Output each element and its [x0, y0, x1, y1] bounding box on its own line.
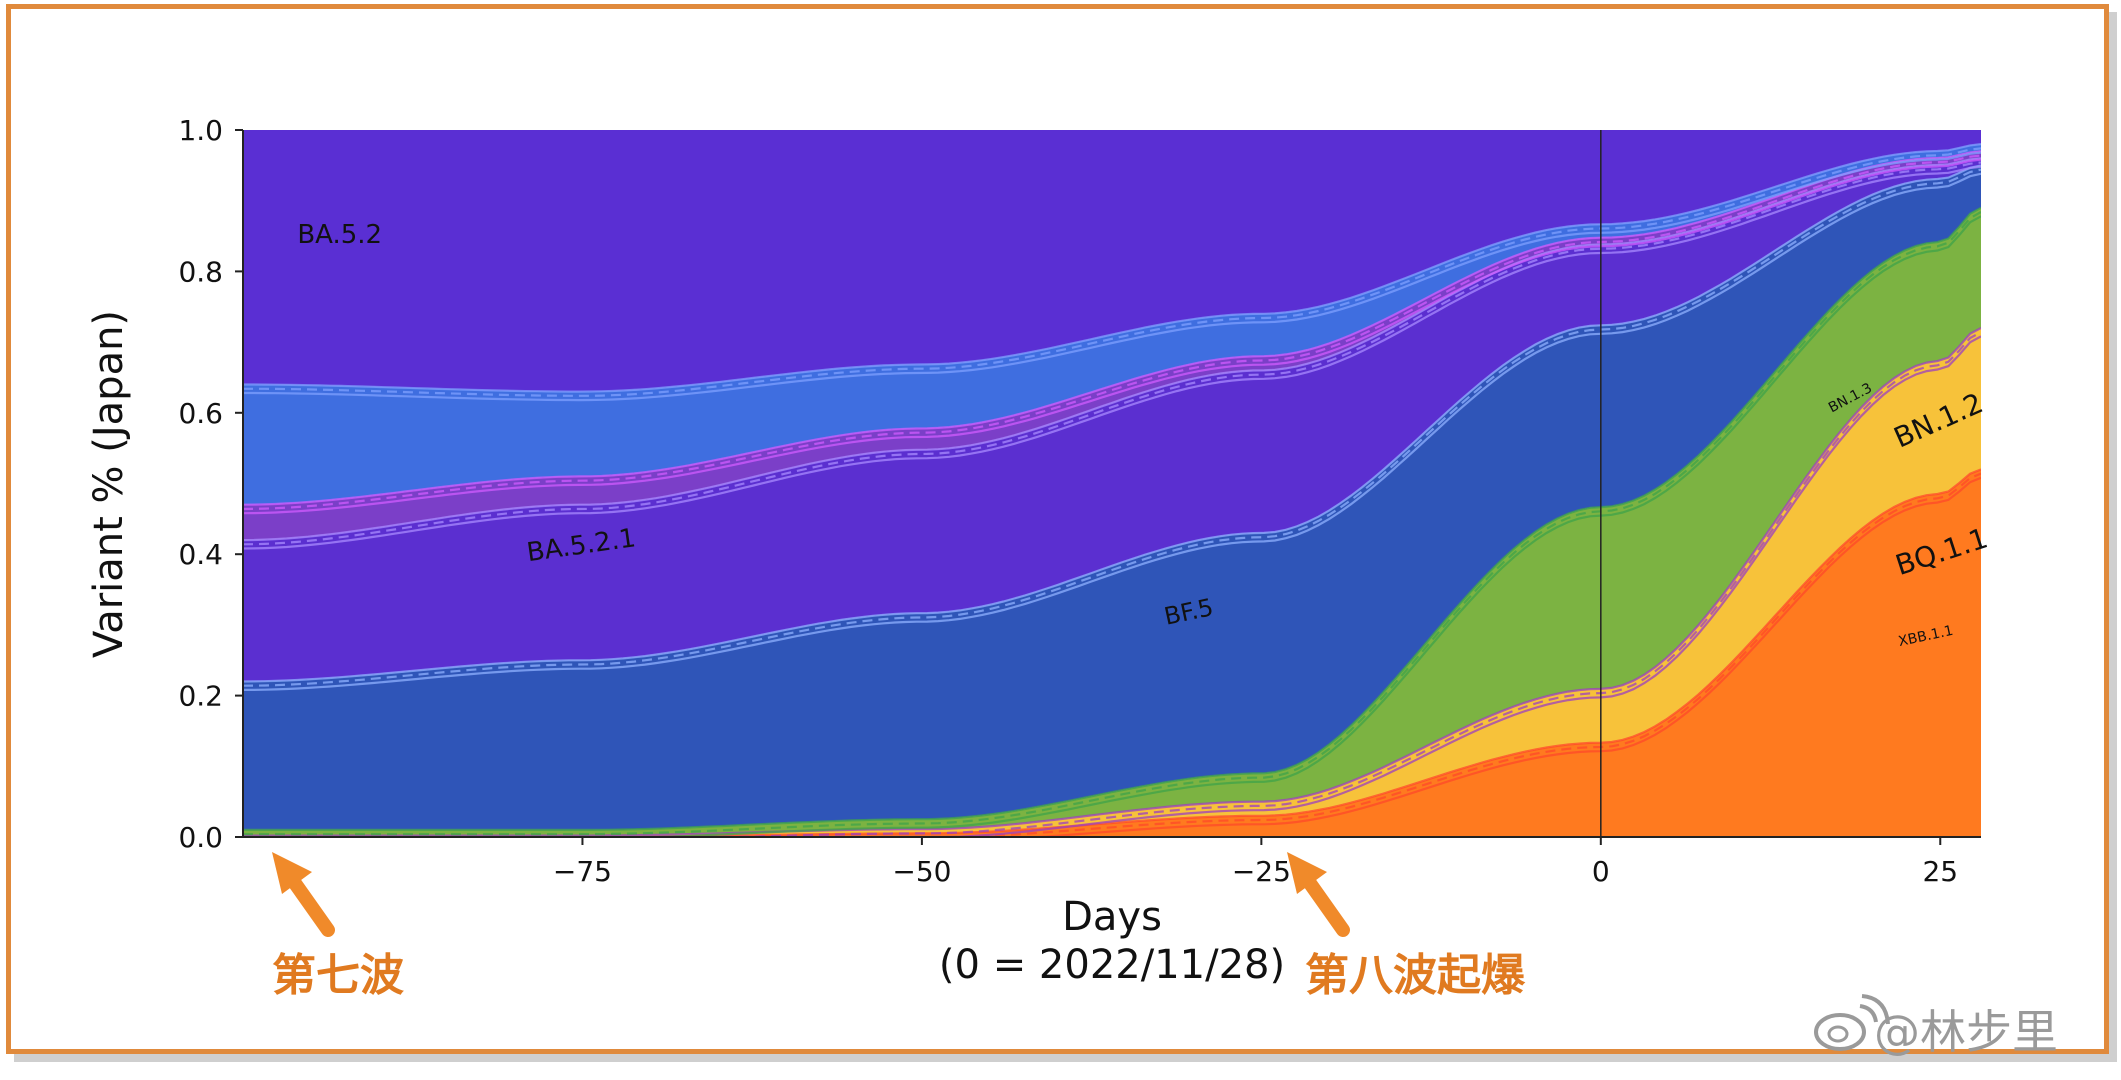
- x-tick-label: −75: [553, 855, 612, 888]
- area-BQ-1-1: [243, 469, 1981, 837]
- area-BA-5-1: [243, 151, 1981, 541]
- band-edge-line: [243, 211, 1981, 836]
- band-edge-line: [243, 158, 1981, 515]
- area-BN-1-3: [243, 207, 1981, 836]
- band-edge-line: [243, 206, 1981, 831]
- band-stripes: [243, 143, 1981, 837]
- axes: [235, 129, 1981, 845]
- band-edge-line: [243, 164, 1981, 683]
- band-edge-line: [243, 150, 1981, 506]
- area-BA-5-2: [243, 130, 1981, 392]
- band-edge-line: [243, 157, 1981, 542]
- y-tick-label: 1.0: [178, 114, 223, 147]
- area-BA-5-2-1: [243, 158, 1981, 682]
- x-tick-label: −25: [1232, 855, 1291, 888]
- area-BN-1-2: [243, 328, 1981, 837]
- y-tick-label: 0.0: [178, 821, 223, 854]
- callout-wave7: 第七波: [272, 950, 404, 1001]
- band-edge-line: [243, 143, 1981, 393]
- y-axis-title: Variant % (Japan): [86, 310, 132, 658]
- x-tick-label: 25: [1922, 855, 1958, 888]
- area-BA-5-2-32: [243, 144, 1981, 505]
- band-edge-line: [243, 335, 1981, 837]
- band-edge-line: [243, 468, 1981, 837]
- band-edge-line: [243, 331, 1981, 837]
- y-tick-label: 0.2: [178, 680, 223, 713]
- area-BF-5: [243, 165, 1981, 830]
- band-edge-line: [243, 154, 1981, 511]
- arrow-wave8: [1287, 852, 1350, 937]
- x-axis-subtitle: (0 = 2022/11/28): [939, 942, 1285, 988]
- band-edge-line: [243, 172, 1981, 691]
- band-edge-line: [243, 476, 1981, 837]
- x-axis-title: Days: [1062, 894, 1162, 940]
- variant-label: BA.5.2: [297, 220, 382, 250]
- x-tick-label: −50: [892, 855, 951, 888]
- watermark-text: @林步里: [1874, 1005, 2058, 1059]
- arrow-wave7: [272, 852, 335, 937]
- band-edge-line: [243, 151, 1981, 402]
- band-edge-line: [243, 147, 1981, 397]
- y-tick-labels: 0.0 0.2 0.4 0.6 0.8 1.0: [178, 114, 223, 854]
- y-tick-label: 0.4: [178, 538, 223, 571]
- band-edge-line: [243, 327, 1981, 837]
- band-edge-line: [243, 472, 1981, 837]
- band-edge-line: [243, 165, 1981, 550]
- weibo-logo-icon: [1814, 994, 1890, 1051]
- y-tick-label: 0.6: [178, 397, 223, 430]
- band-edge-line: [243, 161, 1981, 546]
- band-edge-line: [243, 215, 1981, 837]
- x-tick-label: 0: [1592, 855, 1610, 888]
- band-edge-line: [243, 168, 1981, 687]
- x-tick-labels: −75 −50 −25 0 25: [553, 855, 1958, 888]
- callout-wave8: 第八波起爆: [1305, 950, 1526, 1001]
- y-tick-label: 0.8: [178, 255, 223, 288]
- stacked-areas: [243, 130, 1981, 837]
